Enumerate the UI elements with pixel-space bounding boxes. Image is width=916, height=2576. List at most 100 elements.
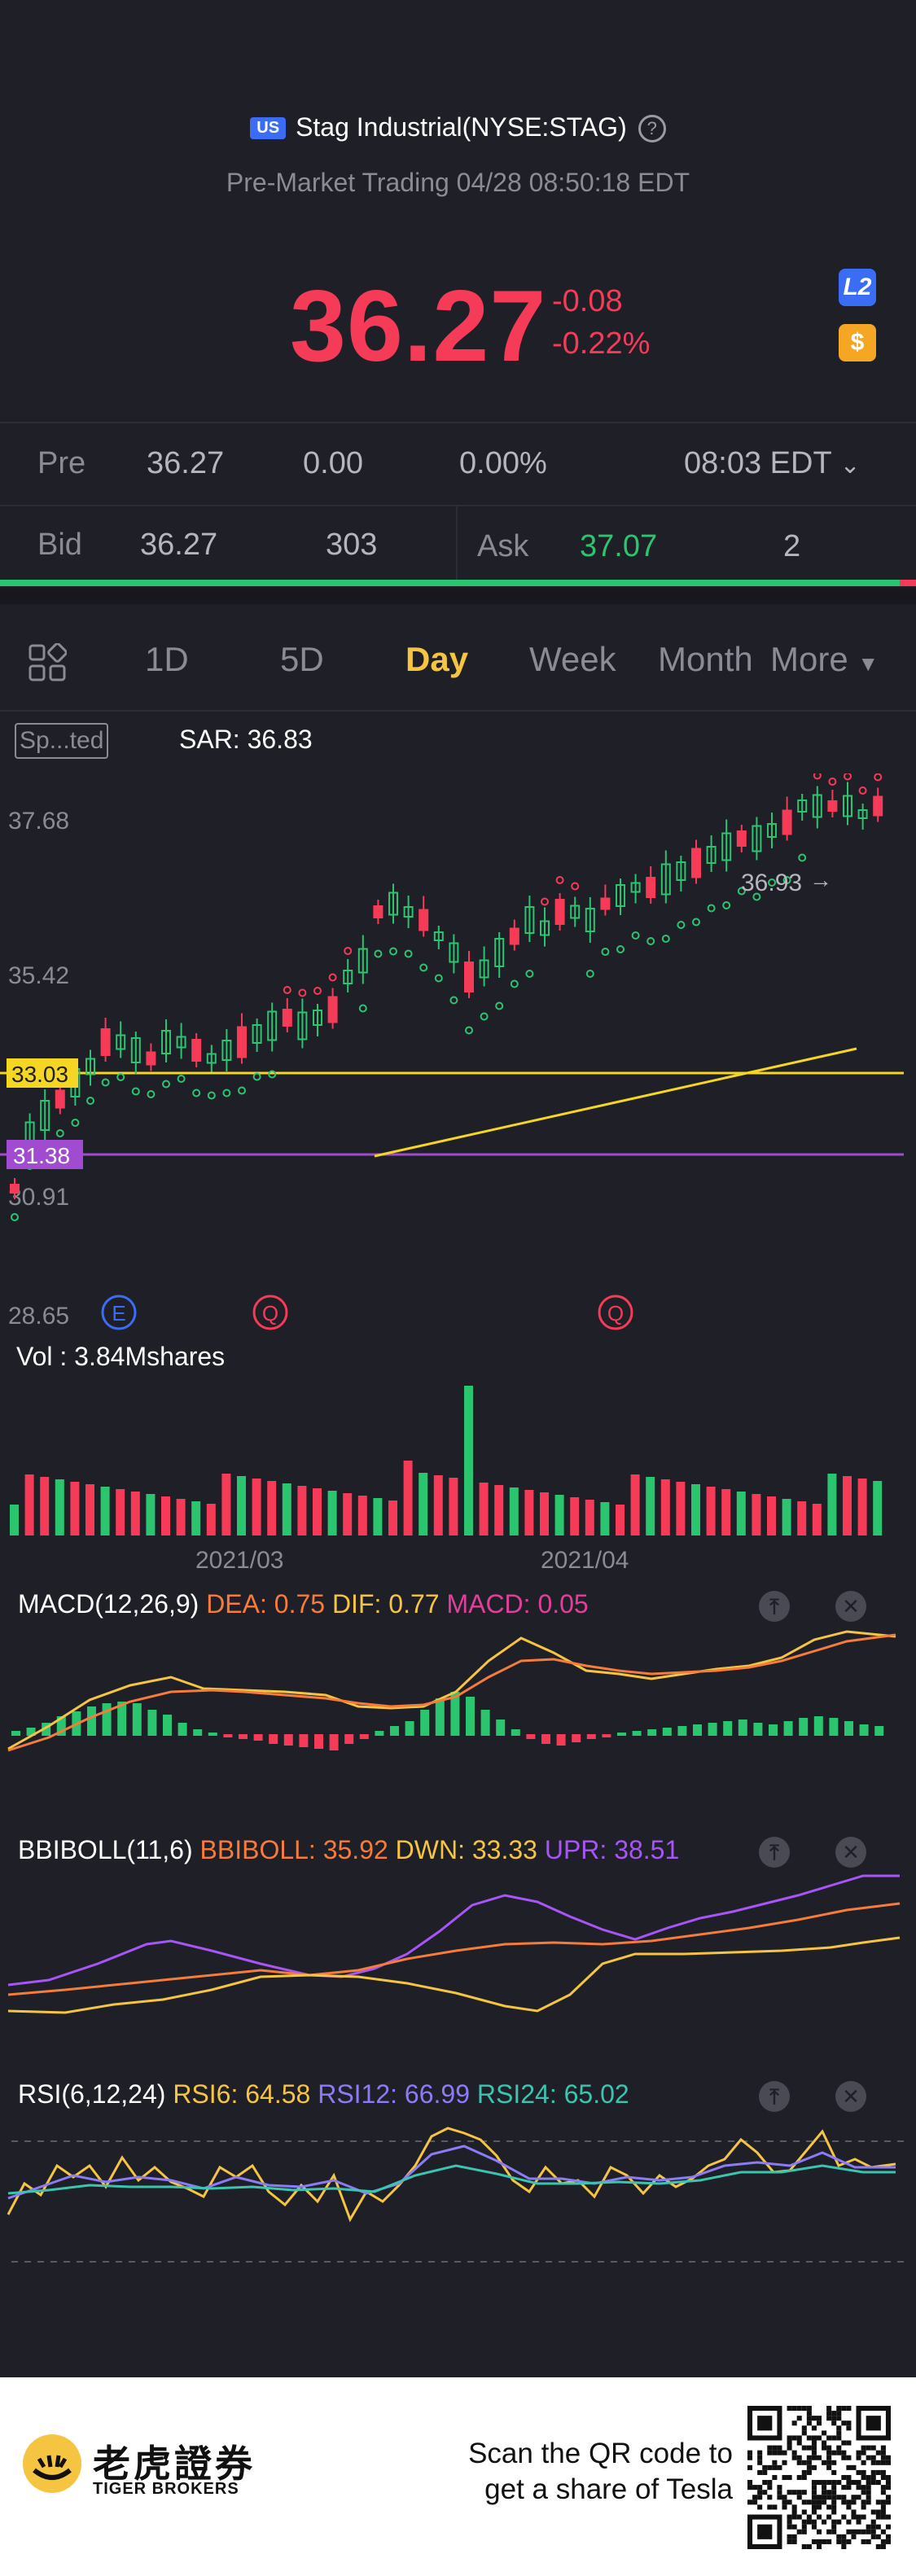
pin-top-icon[interactable]: ⤒ [759,1837,790,1868]
tab-1d[interactable]: 1D [145,640,189,678]
qr-module [880,2504,886,2510]
quote-header [0,0,916,423]
x-axis-label: 2021/03 [195,1547,284,1574]
volume-bar [116,1489,125,1536]
close-icon[interactable]: ✕ [835,1837,866,1868]
qr-module [841,2539,847,2544]
qr-module [811,2504,817,2510]
qr-module [826,2411,832,2416]
qr-module [762,2480,768,2486]
tab-more[interactable]: More ▼ [770,640,879,679]
qr-module [826,2435,832,2441]
qr-module [831,2435,837,2441]
volume-bar [554,1495,564,1536]
qr-module [787,2499,792,2505]
candle-body [282,1009,292,1027]
macd-bar [42,1723,51,1736]
candle-body [797,800,808,813]
sar-dot [101,1078,110,1087]
qr-module [822,2440,827,2446]
rsi-chart[interactable] [0,2117,916,2280]
question-circle-icon[interactable]: ? [638,115,666,142]
qr-module [880,2514,886,2520]
sar-dot [844,773,852,781]
scan-prompt: Scan the QR code to get a share of Tesla [391,2436,733,2508]
volume-bar [660,1479,670,1536]
macd-bar [541,1734,550,1744]
quarter-marker[interactable] [252,1295,288,1330]
qr-module [816,2514,822,2520]
qr-module [880,2455,886,2460]
tab-month[interactable]: Month [658,640,753,678]
macd-bar [647,1729,657,1736]
macd-bar [874,1726,884,1736]
qr-module [836,2430,842,2436]
sar-dot [541,897,549,906]
macd-chart[interactable] [0,1628,916,1791]
tab-5d[interactable]: 5D [280,640,324,678]
tab-week[interactable]: Week [529,640,616,678]
volume-chart[interactable] [0,1376,916,1539]
pin-top-icon[interactable]: ⤒ [759,1591,790,1622]
sar-dot [555,876,564,884]
qr-module [885,2460,891,2465]
qr-module [796,2440,802,2446]
qr-module [885,2495,891,2500]
volume-bar [782,1499,791,1536]
candlestick-chart[interactable]: 37.68 35.42 30.91 28.65 33.03 31.38 36.9… [0,773,916,1343]
quarter-marker[interactable] [598,1295,633,1330]
qr-module [870,2534,876,2539]
level2-icon[interactable]: L2 [839,269,876,306]
qr-module [826,2529,832,2534]
candles-group [10,782,883,1199]
earnings-marker[interactable] [101,1295,137,1330]
qr-module [856,2450,861,2456]
pin-top-icon[interactable]: ⤒ [759,2081,790,2112]
candle-body [206,1053,217,1064]
qr-module [846,2504,852,2510]
sar-dot [661,935,670,943]
qr-module [801,2460,807,2465]
close-icon[interactable]: ✕ [835,1591,866,1622]
trend-line [374,1047,857,1158]
qr-module [791,2420,797,2426]
change-percent: -0.22% [552,326,651,361]
qr-module [846,2440,852,2446]
candle-body [297,1011,308,1040]
qr-module [777,2490,782,2495]
qr-module [772,2450,778,2456]
pre-time-select[interactable]: 08:03 EDT ⌄ [684,446,861,481]
yellow-line-value: 33.03 [11,1062,68,1087]
overlay-indicator-button[interactable]: Sp...ted [15,723,109,759]
macd-dif: DIF: 0.77 [331,1589,440,1619]
dollar-icon[interactable]: $ [839,324,876,361]
candle-body [616,884,625,907]
qr-module [796,2514,802,2520]
bbiboll-chart[interactable] [0,1873,916,2035]
qr-module [866,2539,871,2544]
qr-module [782,2495,787,2500]
qr-module [885,2539,891,2544]
volume-bar [721,1489,731,1536]
volume-bar [282,1483,291,1536]
qr-module [757,2460,763,2465]
tab-day[interactable]: Day [405,640,469,678]
qr-module [826,2480,832,2486]
qr-module [811,2499,817,2505]
qr-module [875,2524,881,2530]
sar-dot [737,887,746,896]
qr-module [831,2529,837,2534]
grid-layout-icon[interactable] [28,642,68,686]
caret-down-icon: ▼ [857,651,879,676]
qr-module [816,2543,822,2549]
bid-price: 36.27 [140,528,218,562]
ask-volume-bar [900,580,916,586]
pre-change: 0.00 [303,446,363,480]
rsi6-value: RSI6: 64.58 [173,2079,311,2109]
bbiboll-upr: UPR: 38.51 [544,1835,680,1864]
qr-module [846,2406,852,2412]
candle-body [116,1034,126,1050]
macd-bar [11,1731,20,1736]
close-icon[interactable]: ✕ [835,2081,866,2112]
qr-module [866,2499,871,2505]
